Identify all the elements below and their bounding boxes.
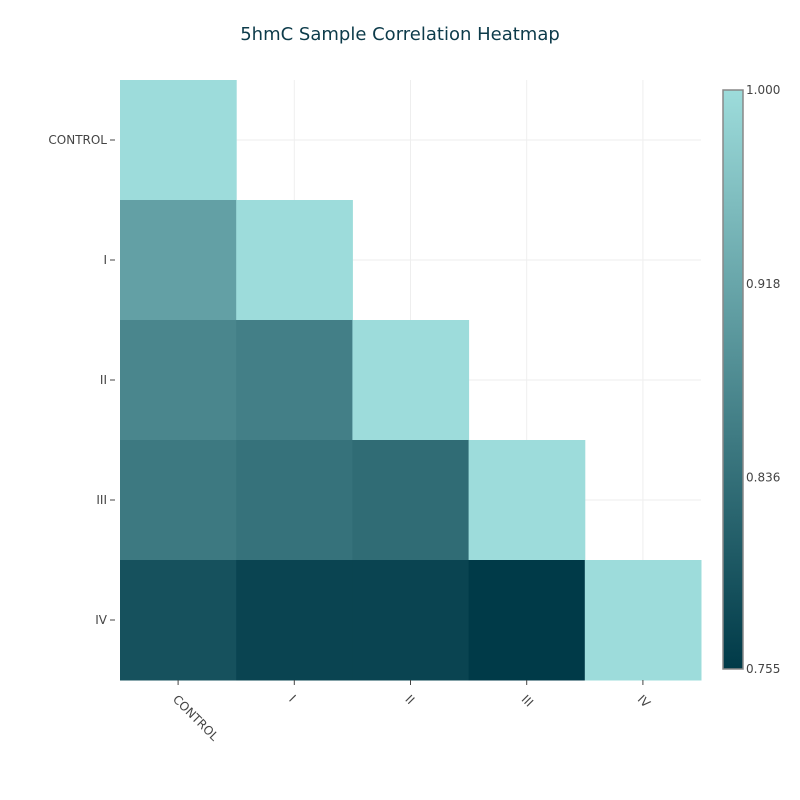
y-tick-label: IV: [95, 613, 108, 627]
x-tick-label: I: [286, 692, 298, 704]
heatmap-cell: [352, 320, 470, 441]
heatmap-cell: [236, 320, 353, 441]
heatmap-cell: [584, 560, 702, 681]
heatmap-cell: [236, 200, 353, 321]
heatmap-cell: [120, 560, 237, 681]
heatmap-cell: [120, 80, 237, 201]
colorbar-tick-label: 0.836: [746, 471, 780, 485]
x-tick-label: II: [402, 692, 417, 707]
colorbar: 1.000 0.918 0.836 0.755: [722, 83, 780, 676]
y-tick-label: II: [100, 373, 107, 387]
x-axis: CONTROL I II III IV: [170, 680, 654, 744]
heatmap-cell: [352, 440, 470, 561]
heatmap-cells: [120, 80, 702, 681]
y-tick-label: CONTROL: [48, 133, 107, 147]
colorbar-gradient: [722, 89, 744, 670]
colorbar-tick-label: 0.918: [746, 277, 780, 291]
heatmap-cell: [120, 320, 237, 441]
heatmap-cell: [120, 200, 237, 321]
heatmap-cell: [236, 560, 353, 681]
x-tick-label: CONTROL: [170, 692, 222, 744]
y-tick-label: III: [96, 493, 107, 507]
y-tick-label: I: [103, 253, 107, 267]
colorbar-tick-label: 0.755: [746, 662, 780, 676]
x-tick-label: IV: [635, 692, 654, 711]
chart-title: 5hmC Sample Correlation Heatmap: [240, 24, 560, 45]
x-tick-label: III: [519, 692, 536, 709]
heatmap-cell: [352, 560, 470, 681]
heatmap-cell: [236, 440, 353, 561]
heatmap-cell: [468, 440, 586, 561]
heatmap-cell: [468, 560, 586, 681]
colorbar-tick-label: 1.000: [746, 83, 780, 97]
heatmap-cell: [120, 440, 237, 561]
